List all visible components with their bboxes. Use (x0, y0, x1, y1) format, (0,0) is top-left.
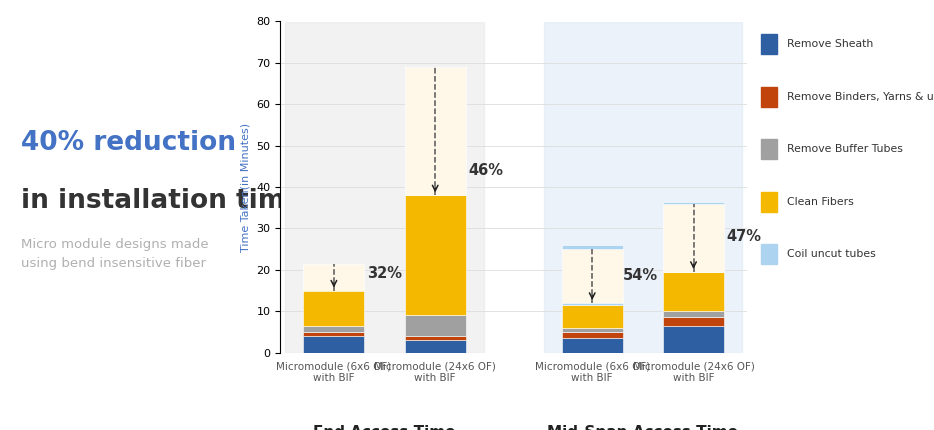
Bar (663, 317, 724, 326)
Text: in installation time: in installation time (21, 188, 304, 214)
Y-axis label: Time Taken(in Minutes): Time Taken(in Minutes) (241, 123, 251, 252)
Text: Clean Fibers: Clean Fibers (787, 197, 854, 207)
Text: Coil uncut tubes: Coil uncut tubes (787, 249, 876, 259)
Bar (404, 195, 465, 315)
Bar (562, 305, 623, 328)
Text: 47%: 47% (726, 229, 761, 244)
Bar (562, 332, 623, 338)
Bar (562, 245, 623, 305)
Text: Remove Sheath: Remove Sheath (787, 39, 873, 49)
Bar (761, 192, 777, 212)
Bar (285, 22, 484, 353)
Text: Remove Buffer Tubes: Remove Buffer Tubes (787, 144, 903, 154)
Text: 46%: 46% (469, 163, 503, 178)
Text: End Access Time: End Access Time (313, 425, 456, 430)
Bar (404, 315, 465, 336)
Bar (663, 272, 724, 311)
Bar (663, 311, 724, 317)
Bar (304, 326, 364, 332)
Bar (663, 204, 724, 272)
Bar (404, 336, 465, 340)
Bar (663, 326, 724, 353)
Bar (304, 264, 364, 291)
Bar (663, 202, 724, 272)
Bar (761, 34, 777, 54)
Bar (304, 289, 364, 326)
Bar (404, 340, 465, 353)
Bar (761, 139, 777, 159)
Bar (562, 328, 623, 332)
Bar (304, 332, 364, 336)
Bar (562, 338, 623, 353)
Text: 40% reduction: 40% reduction (21, 130, 236, 156)
Text: 54%: 54% (623, 268, 658, 283)
Bar (404, 67, 465, 195)
Bar (304, 336, 364, 353)
Bar (562, 249, 623, 303)
Text: Mid-Span Access Time: Mid-Span Access Time (547, 425, 739, 430)
Bar (761, 87, 777, 107)
Text: Remove Binders, Yarns & unstrained buffer Tubes: Remove Binders, Yarns & unstrained buffe… (787, 92, 934, 102)
Bar (304, 264, 364, 289)
Text: Micro module designs made
using bend insensitive fiber: Micro module designs made using bend ins… (21, 238, 209, 270)
Text: 32%: 32% (367, 266, 403, 281)
Bar (761, 244, 777, 264)
Bar (544, 22, 743, 353)
Bar (404, 67, 465, 195)
